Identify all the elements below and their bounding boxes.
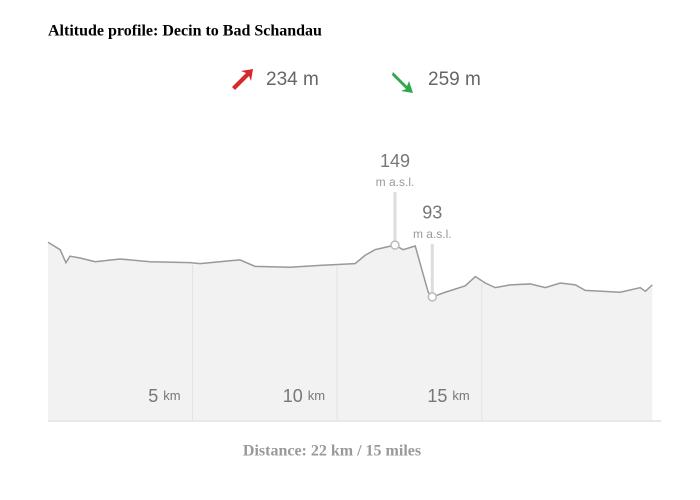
x-tick-number: 10 (283, 386, 303, 406)
annotation-marker (390, 240, 400, 250)
chart-title: Altitude profile: Decin to Bad Schandau (48, 23, 322, 40)
annotation-marker (427, 292, 438, 302)
x-tick-unit: km (163, 388, 180, 403)
annotation-value: 149 (380, 151, 410, 171)
annotation-value: 93 (422, 203, 442, 223)
descent-value: 259 m (428, 69, 481, 90)
annotation-unit: m a.s.l. (376, 175, 415, 189)
x-tick-number: 5 (148, 386, 158, 406)
x-tick-label: 10 km (283, 386, 325, 406)
descent-number: 259 (428, 69, 460, 90)
x-tick-label: 15 km (427, 386, 469, 406)
x-tick-number: 15 (427, 386, 447, 406)
area-fill (48, 242, 653, 420)
descent-icon (392, 72, 413, 93)
ascent-number: 234 (266, 69, 298, 90)
x-tick-unit: km (308, 388, 325, 403)
ascent-value: 234 m (266, 69, 319, 90)
x-axis-label: Distance: 22 km / 15 miles (243, 443, 421, 460)
ascent-unit: m (303, 69, 319, 90)
x-tick-label: 5 km (148, 386, 180, 406)
x-tick-unit: km (452, 388, 469, 403)
ascent-icon (232, 69, 253, 90)
descent-unit: m (465, 69, 481, 90)
annotation-unit: m a.s.l. (413, 227, 452, 241)
